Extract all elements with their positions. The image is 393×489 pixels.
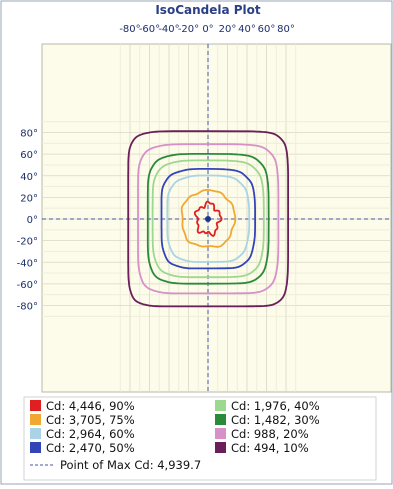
legend-swatch bbox=[30, 414, 41, 425]
legend-swatch bbox=[30, 442, 41, 453]
legend-swatch bbox=[30, 428, 41, 439]
y-tick-label: 40° bbox=[20, 172, 38, 183]
y-tick-label: -20° bbox=[17, 237, 38, 248]
contour-50pct bbox=[160, 168, 256, 270]
x-tick-label: 20° bbox=[219, 24, 237, 35]
legend-box bbox=[23, 396, 377, 481]
legend-swatch bbox=[215, 400, 226, 411]
y-tick-label: -60° bbox=[17, 280, 38, 291]
y-tick-label: 60° bbox=[20, 150, 38, 161]
x-tick-label: -20° bbox=[178, 24, 199, 35]
legend-swatch bbox=[30, 400, 41, 411]
x-tick-label: -60° bbox=[139, 24, 160, 35]
x-tick-label: 80° bbox=[277, 24, 295, 35]
x-tick-label: 40° bbox=[238, 24, 256, 35]
legend-label: Cd: 2,964, 60% bbox=[46, 427, 135, 441]
legend-swatch bbox=[215, 414, 226, 425]
contour-75pct bbox=[180, 189, 237, 248]
max-point-marker bbox=[205, 216, 211, 222]
legend-label: Cd: 2,470, 50% bbox=[46, 441, 135, 455]
y-tick-label: 0° bbox=[27, 215, 38, 226]
legend-label: Cd: 4,446, 90% bbox=[46, 399, 135, 413]
contour-60pct bbox=[166, 174, 251, 263]
y-tick-label: 20° bbox=[20, 193, 38, 204]
contour-10pct bbox=[127, 130, 289, 308]
legend-label: Cd: 3,705, 75% bbox=[46, 413, 135, 427]
x-tick-label: 0° bbox=[202, 24, 213, 35]
x-tick-label: -40° bbox=[158, 24, 179, 35]
chart-title: IsoCandela Plot bbox=[155, 3, 261, 17]
legend-label: Cd: 494, 10% bbox=[231, 441, 309, 455]
y-tick-label: -80° bbox=[17, 302, 38, 313]
y-tick-label: 80° bbox=[20, 129, 38, 140]
legend-label: Cd: 1,976, 40% bbox=[231, 399, 320, 413]
x-tick-label: 60° bbox=[258, 24, 276, 35]
contour-20pct bbox=[137, 143, 280, 295]
legend-swatch bbox=[215, 428, 226, 439]
contour-40pct bbox=[151, 159, 265, 279]
legend-swatch bbox=[215, 442, 226, 453]
y-tick-label: -40° bbox=[17, 258, 38, 269]
contour-90pct bbox=[193, 200, 223, 237]
legend-label: Cd: 1,482, 30% bbox=[231, 413, 320, 427]
legend-max-label: Point of Max Cd: 4,939.7 bbox=[60, 458, 201, 472]
contour-30pct bbox=[146, 153, 270, 285]
x-tick-label: -80° bbox=[119, 24, 140, 35]
legend-label: Cd: 988, 20% bbox=[231, 427, 309, 441]
plot-area bbox=[41, 43, 392, 393]
